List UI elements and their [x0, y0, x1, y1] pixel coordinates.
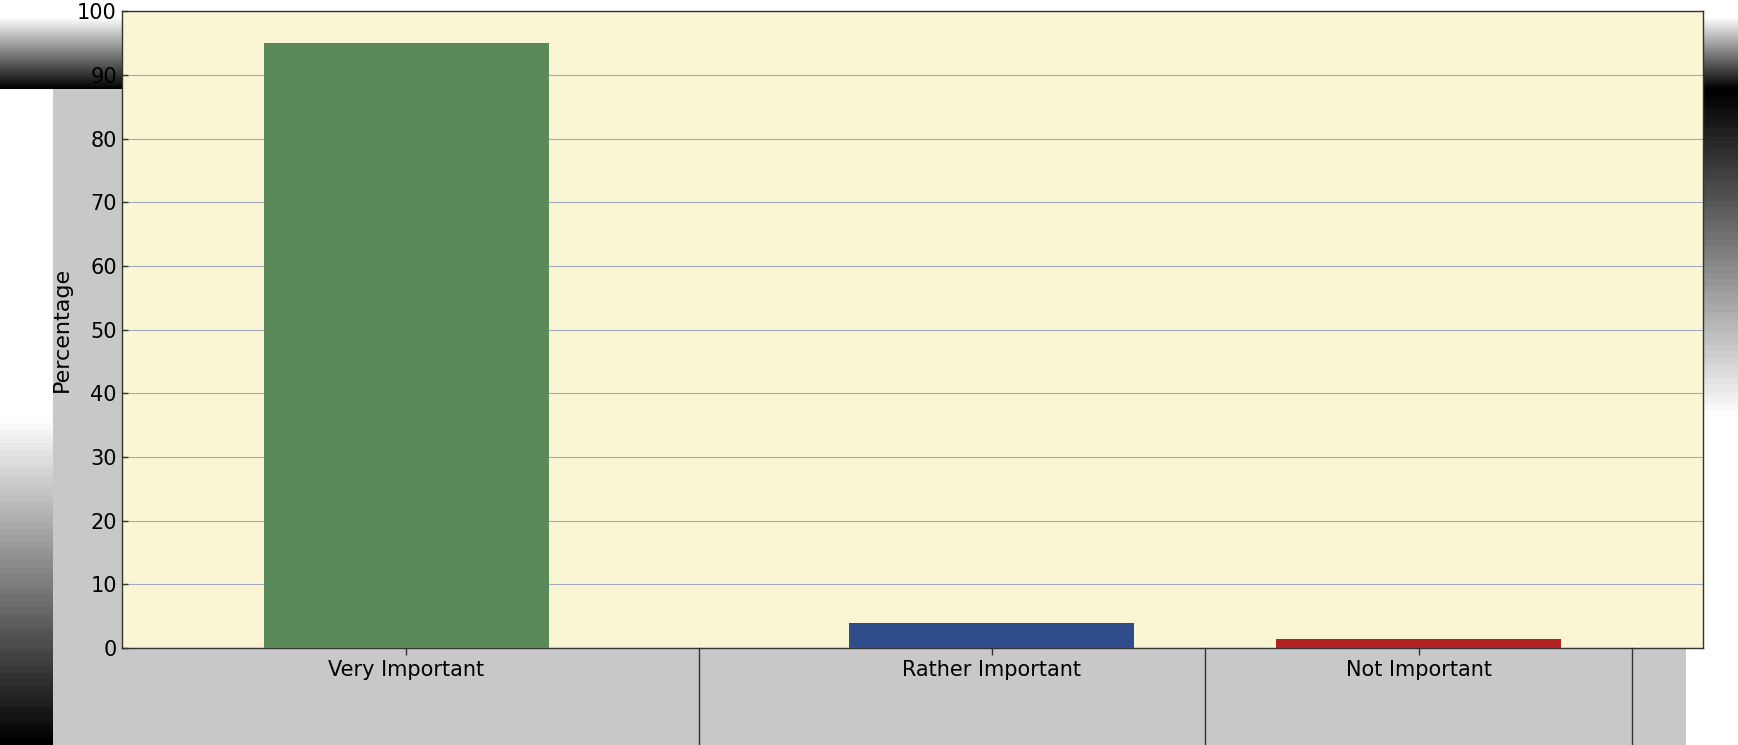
Bar — [1276, 638, 1561, 648]
Y-axis label: Percentage: Percentage — [52, 267, 71, 392]
Bar — [850, 623, 1133, 648]
Bar — [264, 43, 549, 648]
